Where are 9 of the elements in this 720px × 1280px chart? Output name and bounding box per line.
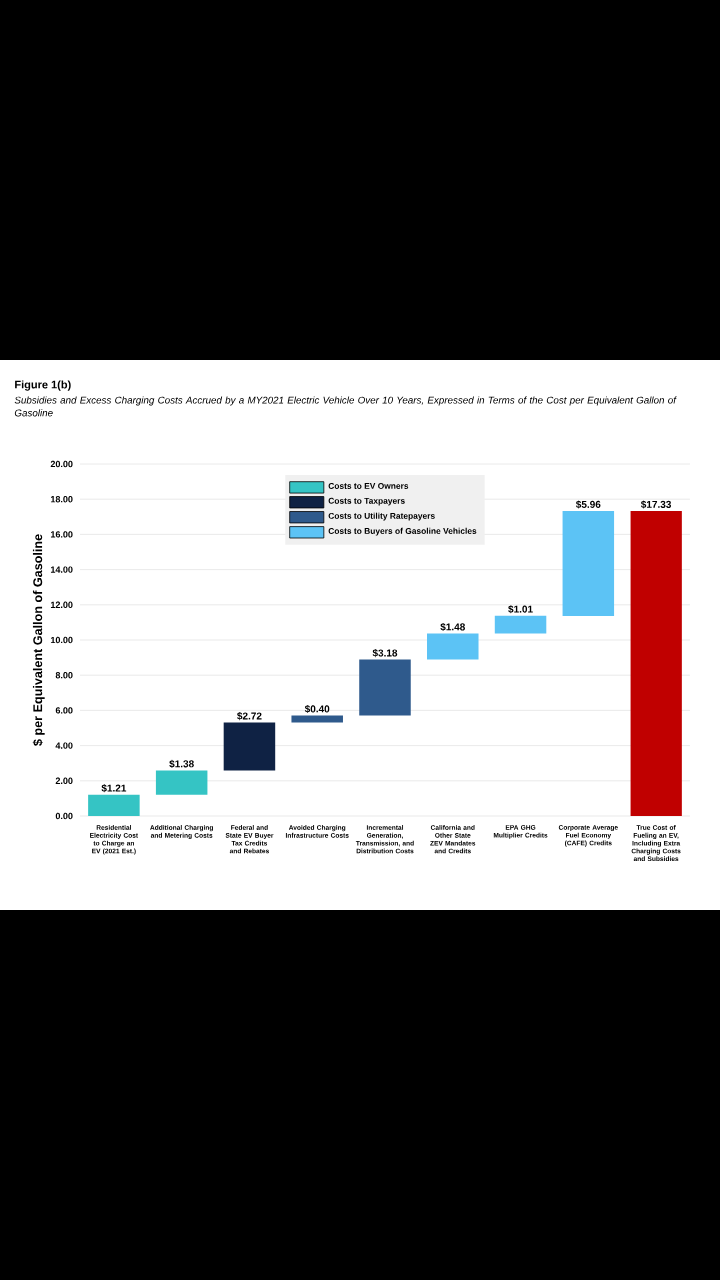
- bar: [88, 794, 140, 816]
- bar: [562, 510, 615, 616]
- bar: [155, 770, 208, 795]
- bar: [223, 722, 276, 771]
- bar: [291, 715, 343, 723]
- bar: [630, 510, 682, 816]
- bar: [427, 633, 479, 660]
- bar: [359, 659, 411, 716]
- bar: [494, 615, 547, 634]
